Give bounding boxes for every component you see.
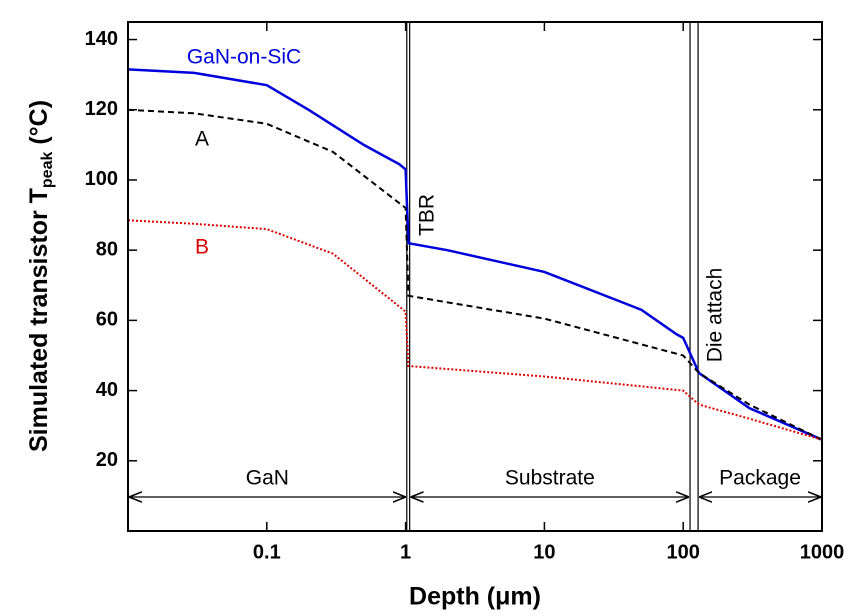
y-tick-label: 100 <box>85 168 118 190</box>
y-axis-title-main: Simulated transistor T <box>25 188 53 452</box>
y-tick-label: 60 <box>96 309 118 331</box>
y-tick-label: 40 <box>96 379 118 401</box>
series-label: B <box>195 236 209 259</box>
x-tick-label: 10 <box>533 541 555 563</box>
region-label: GaN <box>246 467 289 490</box>
plot-frame <box>127 21 823 532</box>
y-tick-label: 120 <box>85 98 118 120</box>
series-line <box>127 108 823 441</box>
y-tick-label: 80 <box>96 238 118 260</box>
y-axis-title-unit: (°C) <box>25 100 53 152</box>
series-label: GaN-on-SiC <box>187 46 301 69</box>
interface-label: Die attach <box>704 268 727 363</box>
x-tick-label: 1000 <box>800 541 845 563</box>
y-axis-title-sub: peak <box>39 152 56 189</box>
region-label: Package <box>719 467 801 490</box>
x-axis-title: Depth (μm) <box>409 583 541 611</box>
series-line <box>127 68 823 441</box>
series-label: A <box>195 128 209 151</box>
x-tick-label: 100 <box>667 541 700 563</box>
y-tick-label: 20 <box>96 449 118 471</box>
interface-label: TBR <box>416 194 439 236</box>
region-label: Substrate <box>505 467 595 490</box>
series-line <box>127 219 823 441</box>
x-tick-label: 1 <box>400 541 411 563</box>
x-tick-label: 0.1 <box>253 541 281 563</box>
y-axis-title: Simulated transistor Tpeak (°C) <box>25 100 57 452</box>
y-tick-label: 140 <box>85 28 118 50</box>
